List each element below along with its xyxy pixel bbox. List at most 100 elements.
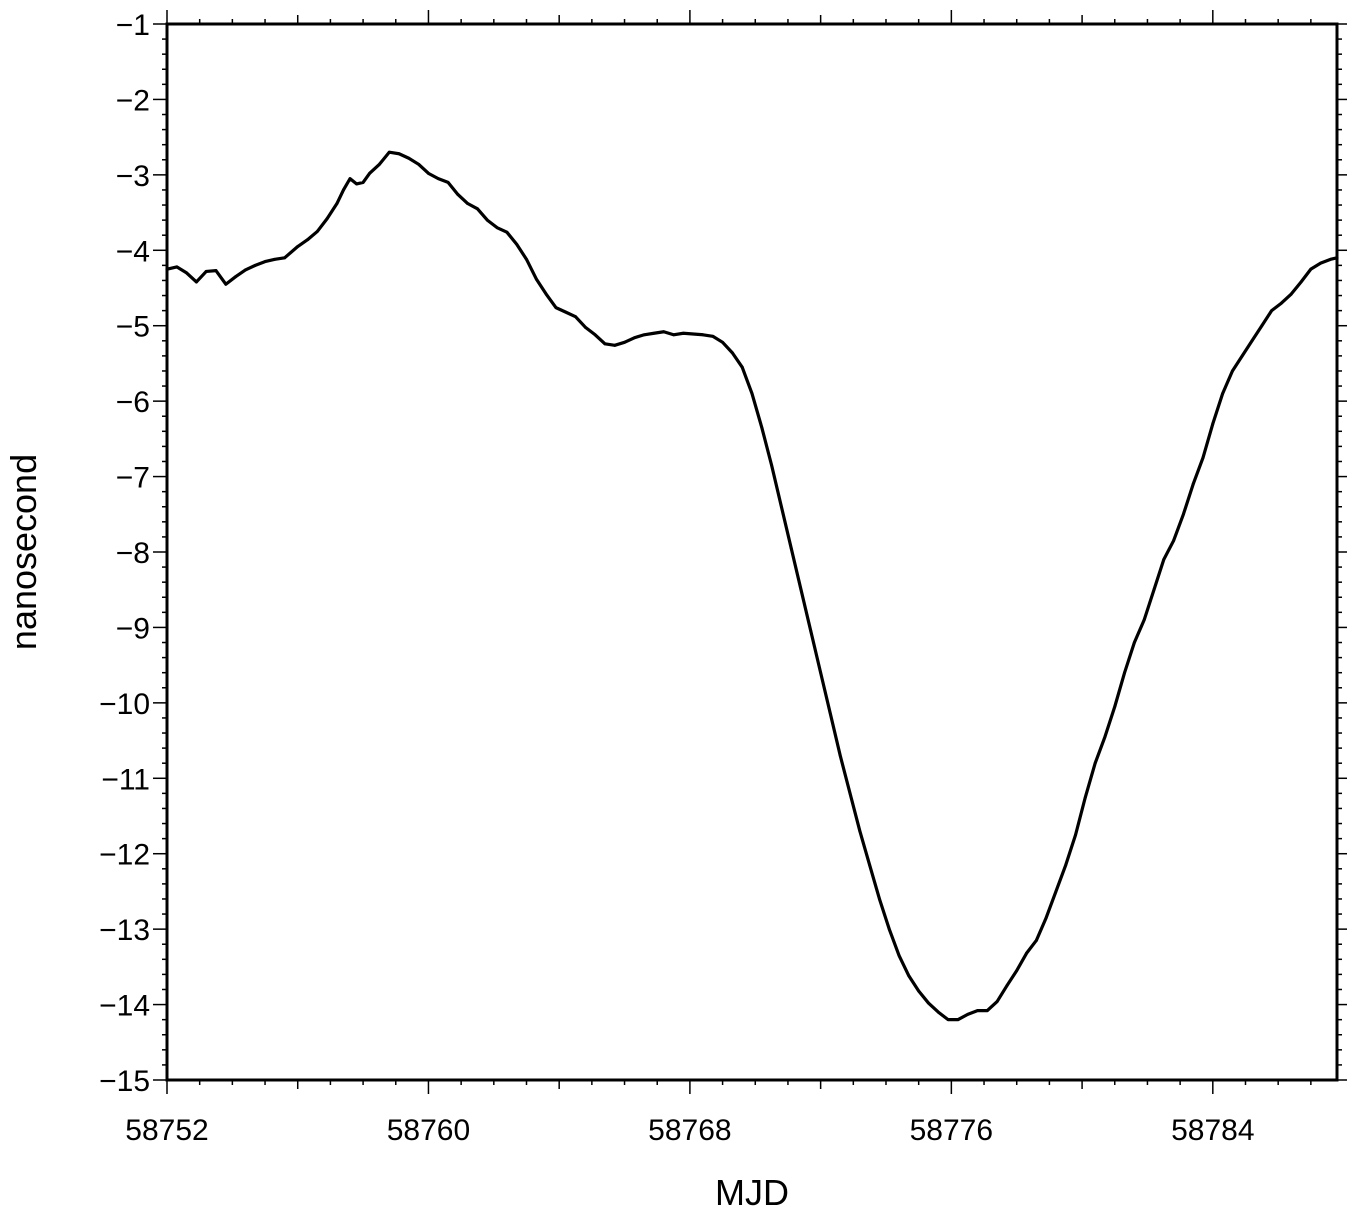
y-axis-label: nanosecond — [3, 454, 44, 650]
data-point — [387, 150, 391, 154]
data-point — [927, 1001, 930, 1005]
y-tick-label: −10 — [99, 688, 150, 721]
data-point — [397, 152, 401, 156]
data-point — [204, 270, 208, 273]
data-point — [214, 269, 218, 273]
data-point — [946, 1018, 950, 1022]
data-point — [1289, 292, 1293, 296]
data-point — [632, 336, 636, 340]
data-point — [701, 333, 705, 337]
data-point — [1054, 890, 1058, 893]
y-tick-label: −7 — [116, 462, 150, 495]
data-point — [1309, 267, 1313, 271]
data-point — [858, 829, 862, 833]
x-tick-label: 58784 — [1171, 1114, 1254, 1147]
data-point — [829, 712, 832, 716]
data-point — [1152, 588, 1156, 592]
data-point — [185, 271, 189, 275]
data-point — [681, 331, 685, 335]
y-tick-label: −6 — [116, 386, 150, 419]
data-point — [995, 1000, 999, 1003]
data-point — [175, 265, 179, 269]
data-point — [1015, 969, 1019, 973]
data-point — [878, 897, 881, 901]
x-axis-label: MJD — [715, 1172, 789, 1213]
y-tick-label: −13 — [99, 914, 150, 947]
y-tick-label: −5 — [116, 311, 150, 344]
data-point — [456, 193, 460, 196]
data-point — [273, 257, 277, 261]
data-point — [1201, 456, 1205, 460]
data-point — [583, 325, 587, 329]
data-point — [466, 202, 470, 205]
data-point — [613, 343, 617, 347]
data-point — [897, 954, 901, 957]
data-point — [1083, 795, 1087, 799]
data-point — [1093, 761, 1097, 765]
data-point — [642, 333, 646, 337]
x-tick-label: 58760 — [387, 1114, 470, 1147]
data-point — [1182, 512, 1185, 516]
data-point — [263, 260, 267, 263]
data-point — [1005, 984, 1009, 988]
data-point — [325, 217, 329, 221]
data-point — [495, 226, 499, 230]
data-point — [407, 156, 411, 160]
y-tick-label: −15 — [99, 1065, 150, 1098]
data-point — [848, 791, 852, 795]
data-point — [485, 218, 489, 222]
y-tick-label: −14 — [99, 990, 150, 1023]
data-point — [574, 315, 577, 319]
data-point — [1270, 309, 1274, 313]
data-point — [838, 754, 842, 758]
data-point — [662, 330, 666, 334]
data-point — [652, 331, 656, 335]
data-point — [1250, 339, 1254, 343]
data-point — [283, 256, 287, 260]
data-point — [1221, 392, 1225, 395]
data-point — [515, 242, 519, 246]
data-point — [956, 1018, 960, 1022]
data-point — [750, 392, 754, 395]
data-point — [417, 162, 421, 166]
data-series-line — [165, 150, 1339, 1022]
data-point — [1260, 324, 1264, 328]
data-point — [976, 1009, 979, 1013]
data-point — [1064, 863, 1068, 867]
data-point — [234, 275, 238, 279]
data-point — [799, 588, 803, 592]
data-point — [534, 277, 538, 281]
data-point — [544, 292, 548, 296]
x-axis: 58752 58760 58768 58776 58784 — [125, 10, 1312, 1147]
data-point — [623, 340, 626, 344]
data-point — [1335, 256, 1339, 260]
data-point — [1034, 939, 1038, 942]
data-point — [554, 306, 558, 310]
y-tick-label: −1 — [116, 9, 150, 42]
data-point — [378, 162, 381, 166]
data-point — [1113, 705, 1117, 709]
data-point — [770, 463, 774, 467]
data-point — [1280, 301, 1283, 305]
data-point — [966, 1012, 970, 1016]
y-tick-label: −11 — [101, 763, 150, 796]
data-point — [809, 629, 813, 633]
data-point — [564, 310, 568, 314]
data-point — [868, 863, 872, 867]
data-point — [315, 230, 319, 233]
x-tick-label: 58768 — [648, 1114, 731, 1147]
y-tick-label: −9 — [116, 612, 150, 645]
data-point — [446, 181, 450, 184]
data-point — [1211, 422, 1215, 426]
data-point — [760, 426, 764, 429]
data-point — [361, 181, 365, 184]
data-point — [593, 333, 597, 337]
data-point — [342, 188, 345, 192]
data-point — [296, 245, 300, 248]
x-tick-label: 58752 — [125, 1114, 208, 1147]
data-point — [427, 171, 430, 175]
data-point — [1142, 618, 1146, 622]
data-point — [348, 177, 352, 181]
data-point — [1123, 671, 1126, 675]
y-tick-label: −2 — [116, 84, 150, 117]
